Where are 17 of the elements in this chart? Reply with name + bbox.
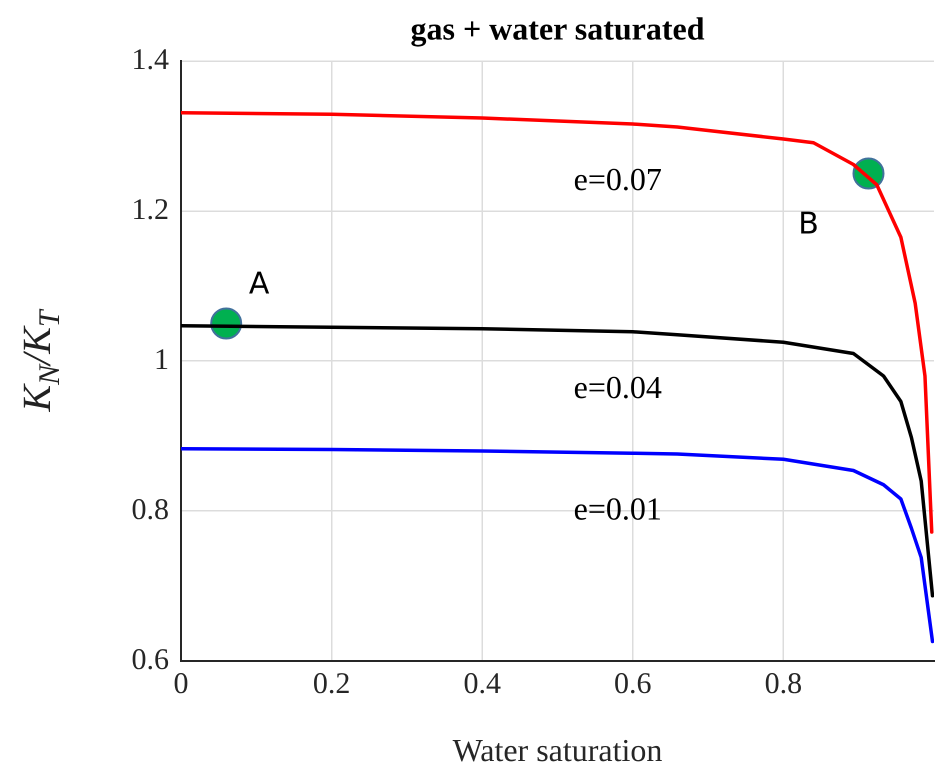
x-tick-label: 0.6: [614, 666, 652, 700]
y-tick-label: 0.6: [132, 642, 169, 676]
series-label: B: [798, 206, 819, 242]
x-axis-title: Water saturation: [452, 732, 662, 768]
y-tick-label: 1.2: [132, 192, 169, 226]
y-tick-label: 1: [154, 342, 169, 376]
x-tick-label: 0.4: [463, 666, 501, 700]
series-label: e=0.04: [574, 368, 662, 405]
series-label: A: [248, 266, 270, 302]
chart-title: gas + water saturated: [410, 10, 705, 48]
y-tick-label: 0.8: [132, 492, 169, 526]
series-label: e=0.07: [574, 160, 662, 197]
x-tick-label: 0.8: [764, 666, 802, 700]
x-tick-label: 0: [174, 666, 188, 700]
y-tick-label: 1.4: [132, 42, 169, 76]
x-tick-label: 0.2: [312, 666, 350, 700]
series-label: e=0.01: [574, 490, 662, 526]
